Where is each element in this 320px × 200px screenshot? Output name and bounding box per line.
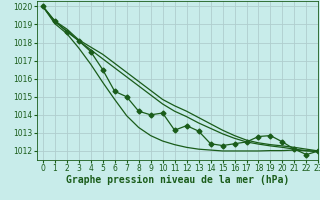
X-axis label: Graphe pression niveau de la mer (hPa): Graphe pression niveau de la mer (hPa) <box>66 175 289 185</box>
